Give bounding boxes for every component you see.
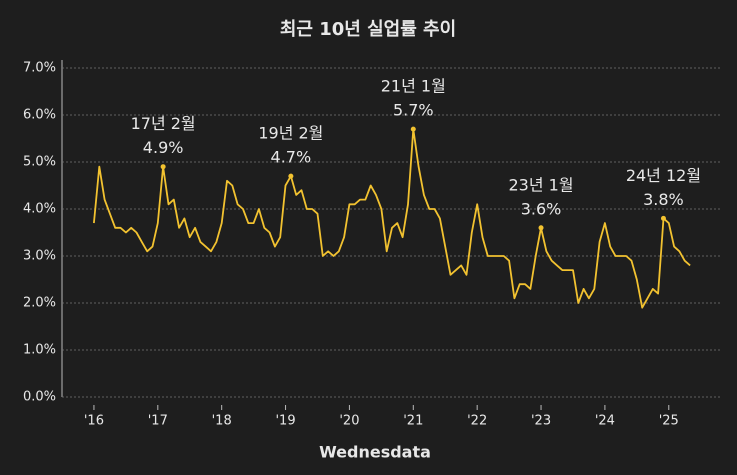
y-tick-label: 0.0% xyxy=(23,390,56,405)
annotation-dot xyxy=(410,126,416,132)
annotation-dot xyxy=(538,225,544,231)
annotation-date: 21년 1월 xyxy=(381,77,446,96)
chart-title: 최근 10년 실업률 추이 xyxy=(280,19,456,40)
x-tick-label: '18 xyxy=(212,414,232,429)
y-tick-label: 4.0% xyxy=(23,202,56,217)
annotation-date: 23년 1월 xyxy=(508,175,573,194)
y-tick-label: 1.0% xyxy=(23,343,56,358)
x-tick-label: '16 xyxy=(84,414,104,429)
y-tick-label: 6.0% xyxy=(23,108,56,123)
x-tick-label: '23 xyxy=(531,414,551,429)
annotation-date: 19년 2월 xyxy=(258,124,323,143)
annotation-dot xyxy=(160,164,166,170)
y-tick-label: 7.0% xyxy=(23,61,56,76)
x-tick-label: '22 xyxy=(467,414,487,429)
y-tick-label: 2.0% xyxy=(23,296,56,311)
annotation-dot xyxy=(660,215,666,221)
line-series xyxy=(93,128,691,309)
annotation-value: 4.7% xyxy=(271,148,312,167)
x-tick-label: '19 xyxy=(275,414,295,429)
annotation-value: 3.8% xyxy=(643,190,684,209)
annotation-value: 4.9% xyxy=(143,138,184,157)
y-tick-label: 3.0% xyxy=(23,249,56,264)
annotation-date: 24년 12월 xyxy=(626,166,701,185)
x-tick-label: '21 xyxy=(403,414,423,429)
x-tick-label: '17 xyxy=(148,414,168,429)
annotation-value: 5.7% xyxy=(393,101,434,120)
x-tick-label: '24 xyxy=(595,414,615,429)
x-tick-label: '20 xyxy=(339,414,359,429)
x-tick-label: '25 xyxy=(659,414,679,429)
annotation-dot xyxy=(288,173,294,179)
y-tick-label: 5.0% xyxy=(23,155,56,170)
annotation-date: 17년 2월 xyxy=(131,114,196,133)
footer-logo: Wednesdata xyxy=(319,443,431,462)
annotation-value: 3.6% xyxy=(521,199,562,218)
